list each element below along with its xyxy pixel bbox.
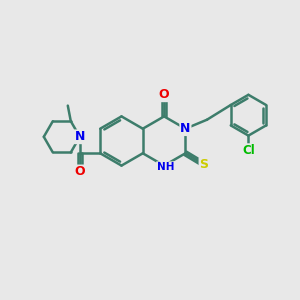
Text: N: N <box>180 122 190 135</box>
Text: O: O <box>159 88 170 101</box>
Text: S: S <box>200 158 208 171</box>
Text: N: N <box>75 130 85 143</box>
Text: NH: NH <box>157 162 174 172</box>
Text: Cl: Cl <box>242 144 255 157</box>
Text: O: O <box>74 165 85 178</box>
